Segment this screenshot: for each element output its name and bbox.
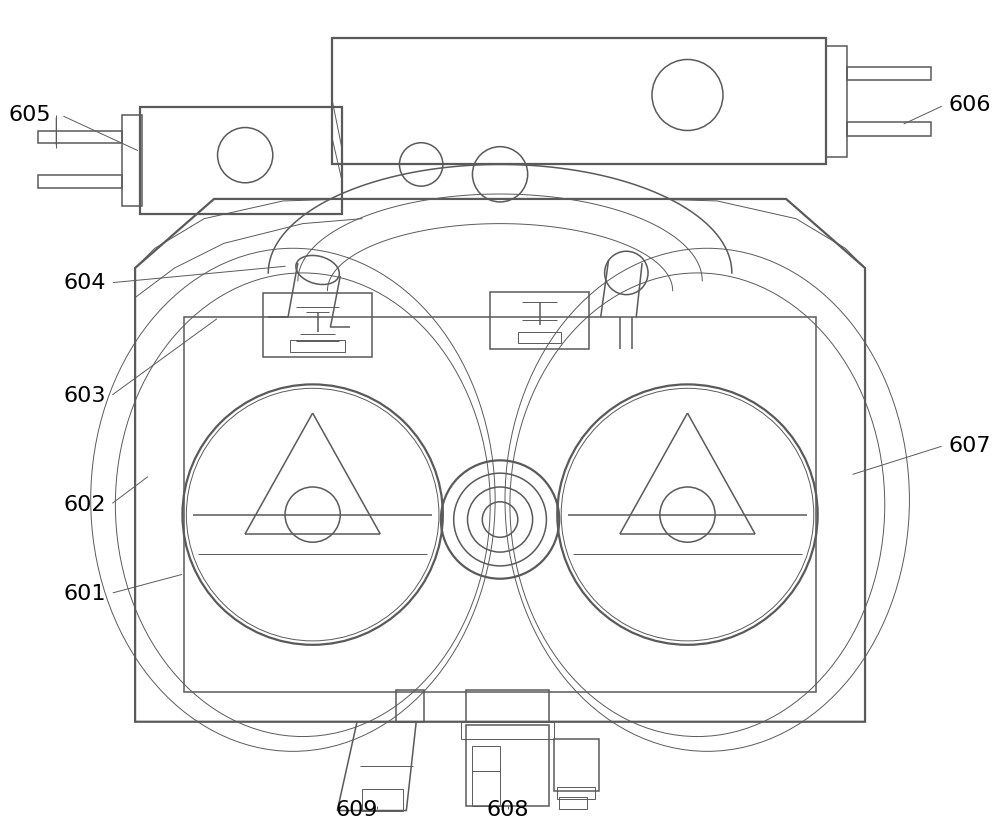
Bar bbox=[559, 797, 587, 809]
Text: 607: 607 bbox=[949, 435, 991, 456]
Bar bbox=[122, 115, 142, 206]
Text: 604: 604 bbox=[63, 273, 106, 292]
Bar bbox=[263, 292, 372, 357]
Bar bbox=[826, 46, 847, 157]
Bar bbox=[847, 122, 931, 136]
Bar bbox=[140, 107, 342, 214]
Bar bbox=[518, 332, 561, 343]
Bar bbox=[557, 787, 595, 799]
Text: 602: 602 bbox=[63, 495, 106, 515]
Bar bbox=[290, 340, 345, 352]
Bar bbox=[461, 722, 554, 739]
Text: 603: 603 bbox=[63, 387, 106, 406]
Text: 601: 601 bbox=[63, 583, 106, 604]
Bar bbox=[490, 292, 589, 349]
Bar bbox=[362, 789, 403, 810]
Bar bbox=[38, 175, 122, 188]
Bar bbox=[472, 747, 500, 771]
Text: 606: 606 bbox=[949, 95, 991, 116]
Bar bbox=[332, 38, 826, 164]
Text: 609: 609 bbox=[336, 800, 378, 820]
Bar bbox=[472, 771, 500, 805]
Text: 605: 605 bbox=[9, 105, 51, 125]
Bar bbox=[847, 67, 931, 80]
Bar bbox=[184, 317, 816, 692]
Bar bbox=[554, 739, 599, 790]
Bar bbox=[396, 691, 424, 722]
Bar bbox=[38, 131, 122, 144]
Bar bbox=[466, 691, 549, 722]
Text: 608: 608 bbox=[487, 800, 529, 820]
Bar bbox=[466, 724, 549, 805]
